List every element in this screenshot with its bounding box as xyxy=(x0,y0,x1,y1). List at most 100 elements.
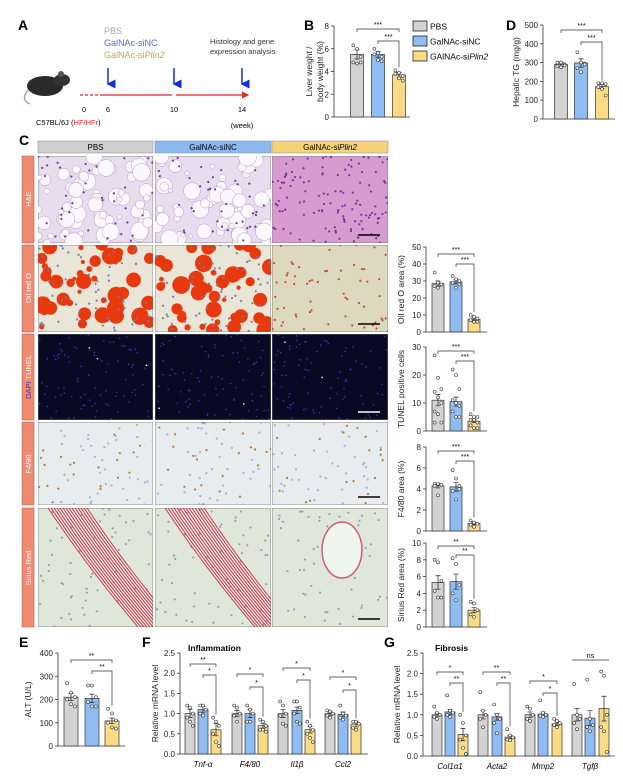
significance-bracket xyxy=(455,360,475,412)
lipid-droplet xyxy=(221,297,227,303)
data-point xyxy=(297,721,302,726)
nucleus xyxy=(370,211,374,214)
data-point xyxy=(235,719,239,724)
nucleus xyxy=(217,605,220,609)
lipid-droplet xyxy=(112,253,123,263)
nucleus xyxy=(149,533,152,536)
data-point xyxy=(261,727,265,732)
nucleus xyxy=(161,317,164,320)
lipid-droplet xyxy=(66,278,75,288)
data-point xyxy=(201,703,205,708)
nucleus xyxy=(341,502,344,505)
nucleus xyxy=(321,173,324,176)
data-point xyxy=(439,401,444,405)
nucleus xyxy=(84,162,87,166)
nucleus xyxy=(284,172,288,175)
nucleus xyxy=(247,329,250,332)
lipid-vacuole xyxy=(218,174,227,182)
nucleus xyxy=(373,246,376,249)
y-tick-label: 0.5 xyxy=(407,731,419,740)
nucleus xyxy=(256,408,258,411)
data-point xyxy=(454,277,458,282)
nucleus xyxy=(197,426,200,430)
nucleus xyxy=(345,378,347,381)
y-tick-label: 500 xyxy=(525,21,539,30)
nucleus xyxy=(324,270,327,273)
nucleus xyxy=(278,210,281,213)
data-point xyxy=(436,493,440,498)
y-axis-label: ALT (U/L) xyxy=(23,681,33,717)
data-point xyxy=(432,715,437,719)
nucleus xyxy=(192,605,195,608)
significance-label: *** xyxy=(374,22,382,29)
significance-label: ** xyxy=(453,539,459,546)
data-point xyxy=(283,711,288,716)
nucleus xyxy=(221,484,225,487)
nucleus xyxy=(178,165,181,168)
week-label: 10 xyxy=(170,105,178,114)
week-label: 6 xyxy=(106,105,110,114)
nucleus xyxy=(99,394,102,396)
nucleus xyxy=(169,374,172,377)
nucleus xyxy=(384,181,387,184)
data-point xyxy=(555,719,559,723)
nucleus xyxy=(84,182,87,185)
significance-label: *** xyxy=(461,454,469,461)
data-point xyxy=(468,412,473,417)
nucleus xyxy=(155,607,157,610)
nucleus xyxy=(260,395,263,397)
panel-label-a: A xyxy=(18,17,28,33)
lipid-droplet xyxy=(131,307,149,325)
lipid-droplet xyxy=(206,323,220,332)
data-point xyxy=(432,557,437,562)
nucleus xyxy=(83,404,86,406)
nucleus xyxy=(230,335,233,338)
nucleus xyxy=(39,602,42,606)
nucleus xyxy=(360,219,363,223)
nucleus xyxy=(351,615,355,618)
nucleus xyxy=(224,295,227,298)
nucleus xyxy=(251,458,254,461)
nucleus xyxy=(43,463,46,467)
nucleus xyxy=(285,274,288,277)
row-label-strip xyxy=(21,421,35,506)
nucleus xyxy=(238,361,241,364)
data-point xyxy=(432,420,437,425)
week-label: 0 xyxy=(82,105,86,114)
row-label-strip xyxy=(21,333,35,421)
nucleus xyxy=(293,608,296,611)
nucleus xyxy=(280,452,284,455)
nucleus xyxy=(313,562,316,565)
data-point xyxy=(495,731,499,736)
nucleus xyxy=(110,418,113,420)
data-point xyxy=(543,712,548,717)
nucleus xyxy=(151,161,153,164)
data-point xyxy=(461,721,465,725)
nucleus xyxy=(141,214,144,217)
nucleus xyxy=(190,207,193,210)
collagen-fiber xyxy=(59,508,151,627)
y-axis-label: F4/80 area (%) xyxy=(396,460,406,517)
nucleus xyxy=(219,525,222,528)
data-point xyxy=(106,720,110,725)
nucleus xyxy=(262,204,265,207)
data-point xyxy=(198,711,202,716)
nucleus xyxy=(104,482,107,486)
significance-bracket xyxy=(249,686,264,717)
nucleus xyxy=(208,602,211,605)
lipid-droplet xyxy=(178,310,187,319)
nucleus xyxy=(187,405,189,408)
data-point xyxy=(508,738,512,743)
group-siplin2: GalNAc-siPlin2 xyxy=(104,50,165,60)
nucleus xyxy=(338,515,341,518)
nucleus xyxy=(38,156,40,158)
bar xyxy=(277,713,289,755)
nucleus xyxy=(99,485,102,488)
nucleus xyxy=(54,396,57,398)
nucleus xyxy=(116,360,119,362)
nucleus xyxy=(209,187,212,190)
nucleus xyxy=(378,595,382,598)
data-point xyxy=(599,669,604,674)
collagen-fiber xyxy=(71,508,153,617)
data-point xyxy=(305,719,310,724)
